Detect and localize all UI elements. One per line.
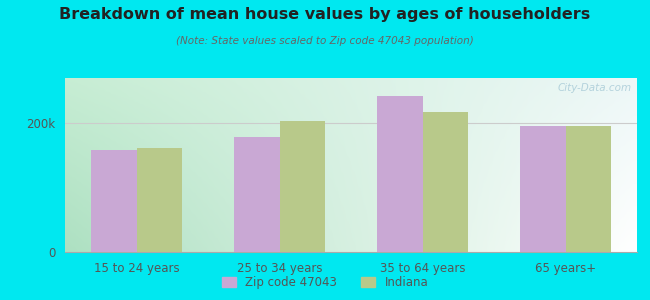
Bar	[91, 150, 136, 252]
Text: City-Data.com: City-Data.com	[557, 83, 631, 93]
Bar	[377, 96, 423, 252]
Bar	[566, 126, 611, 252]
Bar	[280, 121, 325, 252]
Bar	[234, 137, 280, 252]
Text: (Note: State values scaled to Zip code 47043 population): (Note: State values scaled to Zip code 4…	[176, 36, 474, 46]
Bar	[136, 148, 182, 252]
Legend: Zip code 47043, Indiana: Zip code 47043, Indiana	[217, 272, 433, 294]
Bar	[422, 112, 468, 252]
Text: Breakdown of mean house values by ages of householders: Breakdown of mean house values by ages o…	[59, 8, 591, 22]
Bar	[520, 126, 566, 252]
